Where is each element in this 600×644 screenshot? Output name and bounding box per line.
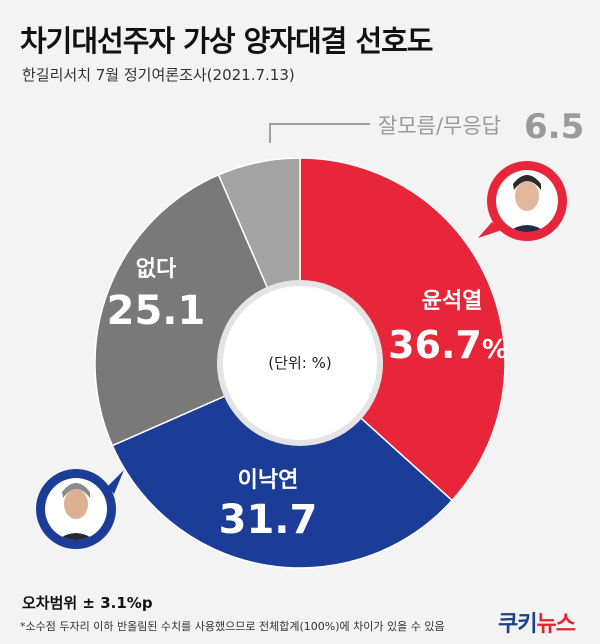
slice-label-lee: 이낙연	[238, 468, 299, 493]
slice-value-yoon-number: 36.7	[388, 323, 482, 367]
slice-lee	[111, 362, 454, 569]
center-unit-label: (단위: %)	[268, 354, 331, 372]
portrait-lee	[36, 469, 124, 549]
callout-line	[269, 123, 370, 143]
portrait-yoon	[478, 161, 567, 241]
footnote: *소수점 두자리 이하 반올림된 수치를 사용했으므로 전체합계(100%)에 …	[20, 620, 445, 633]
margin-of-error: 오차범위 ± 3.1%p	[22, 594, 153, 612]
chart-title: 차기대선주자 가상 양자대결 선호도	[20, 24, 433, 58]
slice-value-yoon: 36.7%	[388, 323, 508, 367]
slice-value-lee: 31.7	[219, 497, 318, 543]
chart-subtitle: 한길리서치 7월 정기여론조사(2021.7.13)	[22, 66, 295, 84]
slice-label-none: 없다	[136, 257, 177, 282]
slice-yoon	[299, 157, 506, 502]
donut-hole	[217, 280, 383, 446]
slice-value-none: 25.1	[107, 288, 206, 334]
slice-label-unknown: 잘모름/무응답	[378, 114, 501, 138]
slice-value-yoon-unit: %	[482, 335, 508, 365]
kuki-news-logo: 쿠키뉴스	[498, 612, 576, 637]
slice-value-unknown: 6.5	[524, 107, 584, 147]
slice-label-yoon: 윤석열	[422, 289, 483, 314]
